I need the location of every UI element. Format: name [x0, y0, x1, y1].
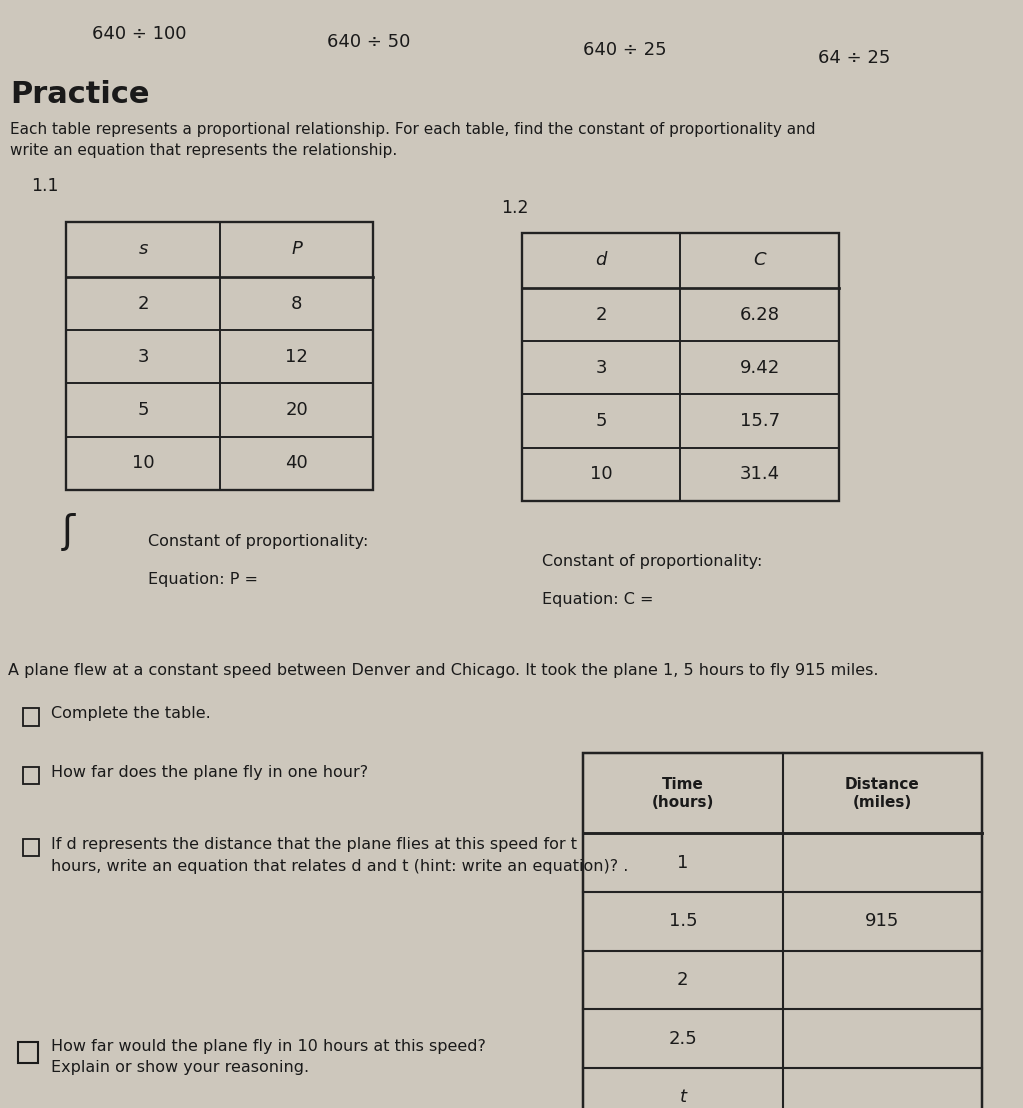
Text: 9.42: 9.42	[740, 359, 780, 377]
Bar	[23, 708, 39, 726]
Text: Practice: Practice	[10, 80, 149, 109]
Bar	[522, 233, 839, 501]
Text: How far does the plane fly in one hour?: How far does the plane fly in one hour?	[51, 765, 368, 780]
Bar	[23, 839, 39, 856]
Text: How far would the plane fly in 10 hours at this speed?
Explain or show your reas: How far would the plane fly in 10 hours …	[51, 1039, 486, 1075]
Text: 3: 3	[137, 348, 149, 366]
Text: 31.4: 31.4	[740, 465, 780, 483]
Text: 2.5: 2.5	[668, 1029, 698, 1048]
Text: Constant of proportionality:: Constant of proportionality:	[542, 554, 762, 570]
Text: 640 ÷ 25: 640 ÷ 25	[583, 41, 667, 59]
Text: 20: 20	[285, 401, 308, 419]
Text: 10: 10	[132, 454, 154, 472]
Text: 5: 5	[137, 401, 149, 419]
Text: s: s	[138, 240, 148, 258]
Text: Each table represents a proportional relationship. For each table, find the cons: Each table represents a proportional rel…	[10, 122, 815, 157]
Text: 3: 3	[595, 359, 607, 377]
Text: Complete the table.: Complete the table.	[51, 706, 211, 721]
Text: 64 ÷ 25: 64 ÷ 25	[818, 49, 891, 66]
Bar	[66, 222, 373, 490]
Text: 10: 10	[589, 465, 613, 483]
Text: d: d	[595, 252, 607, 269]
Text: 2: 2	[137, 295, 149, 312]
Text: C: C	[753, 252, 766, 269]
Text: If d represents the distance that the plane flies at this speed for t
hours, wri: If d represents the distance that the pl…	[51, 837, 628, 874]
Bar	[583, 753, 982, 1108]
Text: 40: 40	[285, 454, 308, 472]
Text: 6.28: 6.28	[740, 306, 780, 324]
Text: 8: 8	[291, 295, 303, 312]
Text: 640 ÷ 100: 640 ÷ 100	[92, 25, 186, 43]
Bar	[18, 1042, 38, 1063]
Text: 15.7: 15.7	[740, 412, 780, 430]
Text: 1.2: 1.2	[501, 199, 529, 217]
Text: Time
(hours): Time (hours)	[652, 777, 714, 810]
Text: Equation: C =: Equation: C =	[542, 592, 654, 607]
Text: 1: 1	[677, 853, 688, 872]
Text: 640 ÷ 50: 640 ÷ 50	[327, 33, 411, 51]
Bar	[23, 767, 39, 784]
Text: 2: 2	[677, 971, 688, 989]
Text: Equation: P =: Equation: P =	[148, 572, 259, 587]
Text: 1.5: 1.5	[669, 912, 697, 931]
Text: A plane flew at a constant speed between Denver and Chicago. It took the plane 1: A plane flew at a constant speed between…	[8, 663, 879, 678]
Text: 915: 915	[865, 912, 899, 931]
Text: 5: 5	[595, 412, 607, 430]
Text: t: t	[679, 1088, 686, 1107]
Text: Constant of proportionality:: Constant of proportionality:	[148, 534, 368, 550]
Text: P: P	[292, 240, 302, 258]
Text: Distance
(miles): Distance (miles)	[845, 777, 920, 810]
Text: 1.1: 1.1	[31, 177, 58, 195]
Text: 2: 2	[595, 306, 607, 324]
Text: 12: 12	[285, 348, 308, 366]
Text: ʃ: ʃ	[61, 513, 75, 551]
